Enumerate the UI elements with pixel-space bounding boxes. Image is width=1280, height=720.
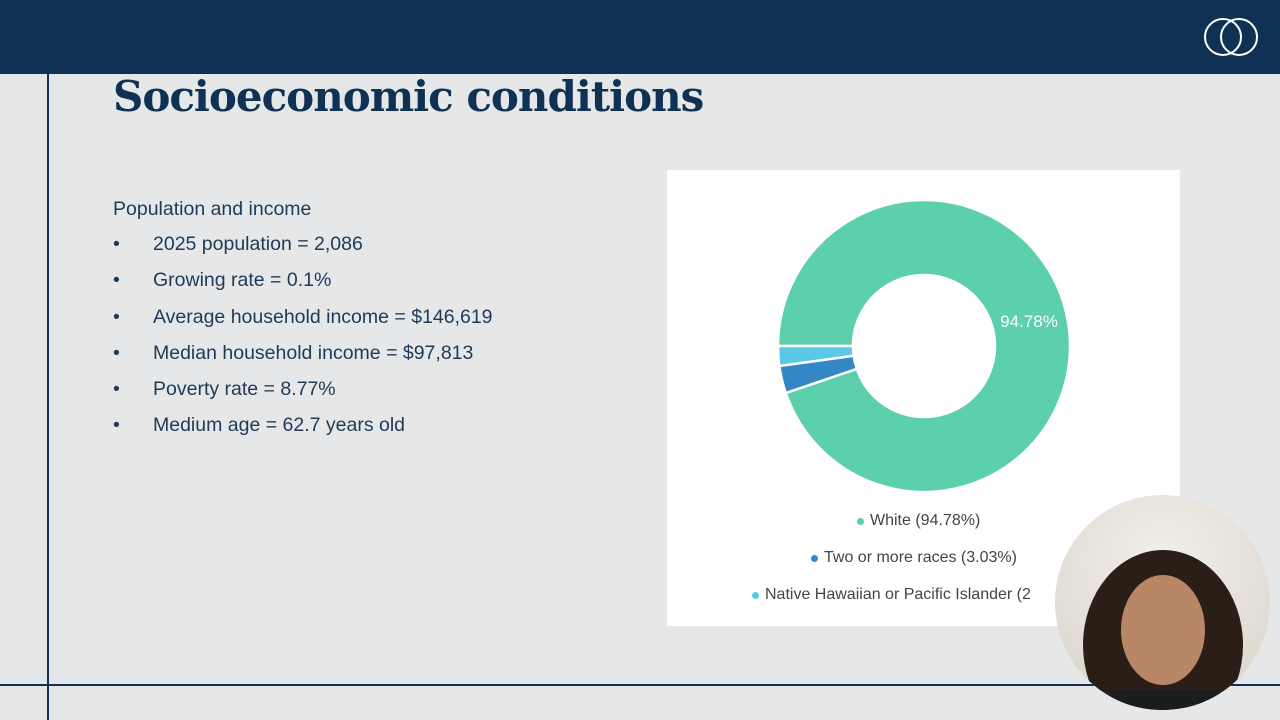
stats-list: Population and income • 2025 population =… <box>113 198 493 451</box>
bullet-item: • Average household income = $146,619 <box>113 306 493 342</box>
bullet-marker: • <box>113 305 120 328</box>
legend-label: Two or more races (3.03%) <box>824 549 1017 566</box>
webcam-overlay <box>1055 495 1270 710</box>
bullet-item: • Medium age = 62.7 years old <box>113 414 493 450</box>
donut-slice-native-hawaiian-or-pacific-islander <box>776 344 856 368</box>
presenter-video <box>1083 550 1243 710</box>
legend-label: White (94.78%) <box>870 512 981 529</box>
legend-label: Native Hawaiian or Pacific Islander (2 <box>765 586 1031 603</box>
legend-item-white: White (94.78%) <box>857 512 980 530</box>
logo-rings-icon <box>1204 18 1258 56</box>
legend-item-two-or-more: Two or more races (3.03%) <box>811 549 1017 567</box>
bullet-item: • Poverty rate = 8.77% <box>113 378 493 414</box>
bullet-text: Growing rate = 0.1% <box>153 269 332 292</box>
vertical-divider <box>47 0 49 720</box>
legend-item-nhpi: Native Hawaiian or Pacific Islander (2 <box>752 586 1031 604</box>
bullet-item: • Growing rate = 0.1% <box>113 269 493 305</box>
donut-slice-white <box>776 198 1072 494</box>
bullet-marker: • <box>113 269 120 292</box>
bullet-marker: • <box>113 378 120 401</box>
bullet-marker: • <box>113 233 120 255</box>
header-bar <box>0 0 1280 74</box>
bullet-marker: • <box>113 341 120 364</box>
bullet-text: Medium age = 62.7 years old <box>153 414 406 437</box>
bullet-marker: • <box>113 414 120 437</box>
donut-chart-panel: 94.78% White (94.78%) Two or more races … <box>667 170 1180 626</box>
donut-chart: 94.78% <box>776 198 1072 494</box>
bullet-text: 2025 population = 2,086 <box>153 233 363 255</box>
horizontal-divider <box>0 684 1280 686</box>
section-heading: Population and income <box>113 198 312 220</box>
bullet-item: • Median household income = $97,813 <box>113 342 493 378</box>
data-label-white: 94.78% <box>1000 312 1058 331</box>
bullet-text: Poverty rate = 8.77% <box>153 378 336 401</box>
bullet-item: • 2025 population = 2,086 <box>113 233 493 269</box>
bullet-text: Average household income = $146,619 <box>153 305 493 328</box>
slide-title: Socioeconomic conditions <box>113 72 704 121</box>
bullet-text: Median household income = $97,813 <box>153 341 474 364</box>
